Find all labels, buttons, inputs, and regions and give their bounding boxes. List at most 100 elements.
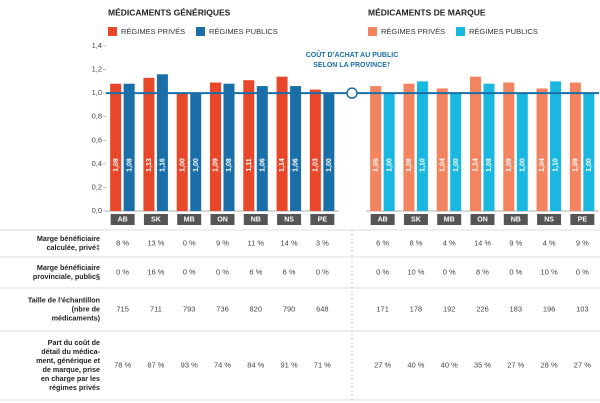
table-cell: 0 % [316,267,329,276]
table-cell: 8 % [116,238,129,247]
table-cell: 74 % [214,360,231,369]
table-cell: 6 % [249,267,262,276]
reference-marker [346,87,358,99]
bar-value-label: 1,13 [146,158,153,172]
table-cell: 4 % [543,238,556,247]
table-cell: 16 % [147,267,164,276]
bar-value-label: 1,08 [486,158,493,172]
table-cell: 711 [150,304,162,313]
y-tick-label: 0,6 [92,135,102,144]
bar [176,93,188,211]
bar-value-label: 1,10 [553,158,560,172]
table-cell: 4 % [443,238,456,247]
row-label: médicaments) [52,313,101,322]
table-cell: 8 % [476,267,489,276]
x-tick-label: SK [411,217,421,224]
bar-value-label: 1,03 [313,158,320,172]
table-cell: 0 % [216,267,229,276]
bar-value-label: 1,09 [506,158,513,172]
table-cell: 178 [410,304,423,313]
x-tick-label: MB [184,217,195,224]
table-cell: 6 % [376,238,389,247]
bar [276,76,288,212]
row-label: de marque, prise [42,365,100,374]
legend-swatch [108,27,117,36]
legend-label: RÉGIMES PRIVÉS [121,27,185,36]
y-tick-label: 0,8 [92,112,102,121]
table-cell: 11 % [248,238,265,247]
bar-value-label: 1,08 [113,158,120,172]
row-label: Marge bénéficiaire [37,263,100,272]
table-cell: 28 % [541,360,558,369]
table-cell: 171 [376,304,389,313]
row-label: Part du coût de [48,338,100,347]
table-cell: 71 % [314,360,331,369]
category-box [110,214,135,225]
bar [243,80,255,211]
x-tick-label: NS [284,217,294,224]
x-tick-label: AB [118,217,128,224]
table-cell: 0 % [443,267,456,276]
table-cell: 91 % [281,360,298,369]
x-tick-label: NS [544,217,554,224]
bar-value-label: 1,10 [420,158,427,172]
table-cell: 0 % [116,267,129,276]
bar [123,83,135,211]
bar [436,88,448,211]
table-cell: 27 % [507,360,524,369]
legend-label: RÉGIMES PUBLICS [469,27,538,36]
table-cell: 192 [443,304,456,313]
category-box [470,214,495,225]
x-tick-label: ON [217,217,228,224]
table-cell: 10 % [541,267,558,276]
category-box [370,214,395,225]
bar [403,83,415,211]
x-tick-label: SK [151,217,161,224]
category-box [570,214,595,225]
table-cell: 87 % [147,360,164,369]
x-tick-label: ON [477,217,488,224]
legend-label: RÉGIMES PRIVÉS [381,27,445,36]
table-cell: 93 % [181,360,198,369]
category-box [210,214,235,225]
row-label: provinciale, public§ [33,272,100,281]
y-tick-label: 1,4 [92,41,102,50]
bar [370,86,382,211]
legend-label: RÉGIMES PUBLICS [209,27,278,36]
table-cell: 14 % [281,238,298,247]
legend-swatch [368,27,377,36]
bar [256,86,268,211]
table-cell: 196 [543,304,556,313]
row-label: Marge bénéficiaire [37,234,100,243]
bar [290,86,302,211]
bar-value-label: 1,06 [373,158,380,172]
category-box [177,214,202,225]
table-cell: 736 [216,304,229,313]
bar-value-label: 1,14 [279,158,286,172]
panel-title: MÉDICAMENTS DE MARQUE [368,7,486,17]
bar [503,82,515,212]
reference-annotation: SELON LA PROVINCE† [313,62,391,69]
bar [156,74,168,212]
table-cell: 40 % [407,360,424,369]
table-cell: 793 [183,304,196,313]
y-tick-label: 1,0 [92,88,102,97]
table-cell: 0 % [183,238,196,247]
table-cell: 103 [576,304,589,313]
table-cell: 820 [250,304,263,313]
bar [550,81,562,211]
bar-value-label: 1,00 [453,158,460,172]
row-label: (nbre de [72,304,100,313]
x-tick-label: AB [378,217,388,224]
legend-swatch [196,27,205,36]
bar [190,93,202,211]
table-cell: 183 [510,304,523,313]
row-label: ment, générique et [36,356,101,365]
x-tick-label: PE [318,217,328,224]
bar-value-label: 1,08 [126,158,133,172]
table-cell: 27 % [374,360,391,369]
bar [483,83,495,211]
table-cell: 9 % [576,238,589,247]
category-box [437,214,462,225]
